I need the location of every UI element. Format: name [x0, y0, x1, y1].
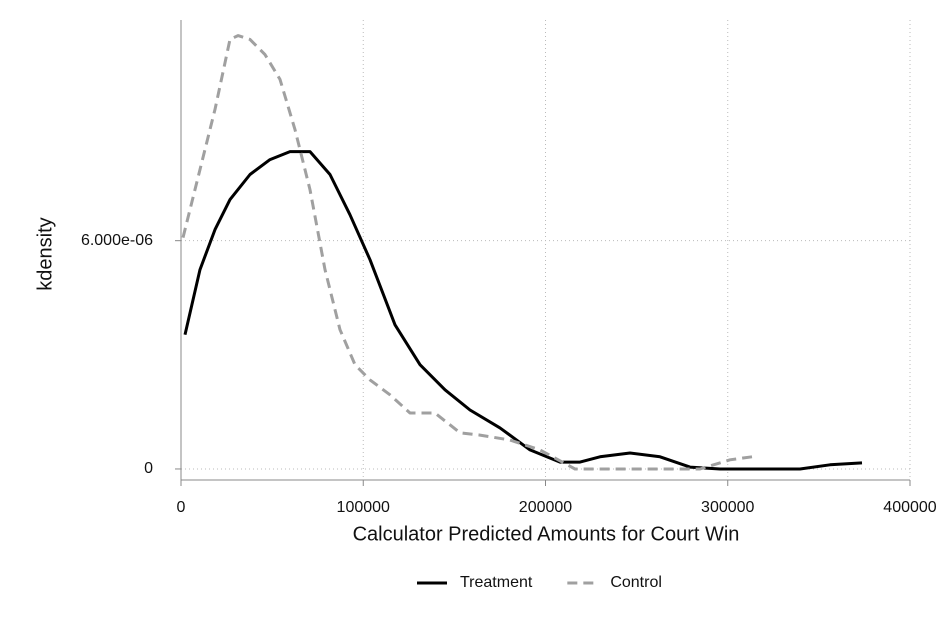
legend-label: Control — [610, 574, 662, 591]
x-axis-label: Calculator Predicted Amounts for Court W… — [353, 523, 740, 545]
legend-label: Treatment — [460, 574, 533, 591]
y-tick-label: 0 — [144, 460, 153, 477]
x-tick-label: 400000 — [883, 499, 936, 516]
y-axis-label: kdensity — [34, 217, 56, 290]
x-tick-label: 300000 — [701, 499, 754, 516]
series-line — [181, 34, 753, 471]
x-tick-label: 100000 — [337, 499, 390, 516]
x-tick-label: 200000 — [519, 499, 572, 516]
y-tick-label: 6.000e-06 — [81, 232, 153, 249]
series-line — [183, 150, 863, 471]
x-tick-label: 0 — [177, 499, 186, 516]
